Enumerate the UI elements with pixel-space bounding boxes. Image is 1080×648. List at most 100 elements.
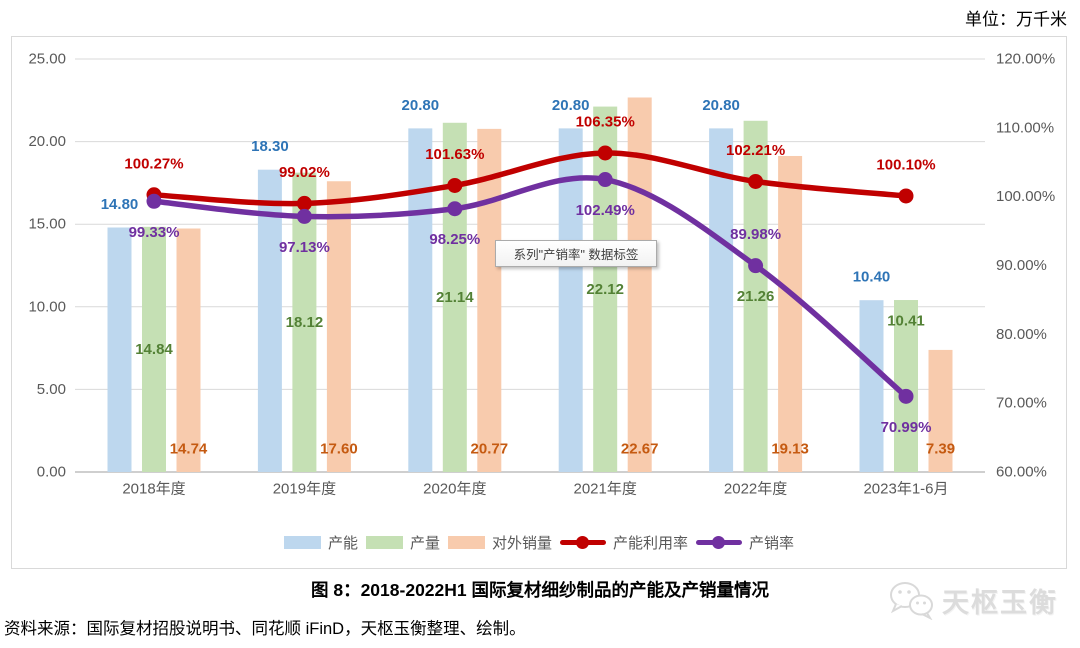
capacity-swatch-icon [283, 535, 321, 549]
x-axis-category: 2018年度 [122, 481, 185, 498]
data-label-产量[interactable]: 10.41 [887, 313, 925, 330]
data-label-对外销量[interactable]: 14.74 [170, 441, 208, 458]
line-point-产销率[interactable] [296, 208, 312, 224]
right-axis-tick: 90.00% [996, 257, 1047, 274]
data-label-产能利用率[interactable]: 100.27% [124, 155, 183, 172]
left-axis-tick: 5.00 [37, 381, 66, 398]
data-label-对外销量[interactable]: 20.77 [471, 441, 509, 458]
line-point-产能利用率[interactable] [296, 195, 312, 211]
data-label-对外销量[interactable]: 7.39 [926, 441, 955, 458]
data-label-产销率[interactable]: 97.13% [279, 239, 330, 256]
bar-产能[interactable] [558, 128, 583, 472]
data-label-产能[interactable]: 20.80 [552, 97, 590, 114]
data-label-产量[interactable]: 22.12 [586, 281, 624, 298]
data-label-产能利用率[interactable]: 106.35% [576, 113, 635, 130]
left-axis-tick: 25.00 [28, 51, 66, 68]
data-label-产量[interactable]: 14.84 [135, 341, 173, 358]
line-point-产能利用率[interactable] [447, 177, 463, 193]
watermark: 天枢玉衡 [886, 580, 1058, 620]
x-axis-category: 2020年度 [423, 481, 486, 498]
line-point-产销率[interactable] [748, 258, 764, 274]
line-产能利用率[interactable] [151, 150, 909, 207]
line-point-产销率[interactable] [898, 388, 914, 404]
data-label-产销率[interactable]: 89.98% [730, 226, 781, 243]
legend-label: 产能 [327, 534, 358, 552]
bar-产能[interactable] [408, 128, 433, 472]
data-label-对外销量[interactable]: 22.67 [621, 441, 659, 458]
right-axis-tick: 70.00% [996, 395, 1047, 412]
data-label-产量[interactable]: 21.26 [737, 288, 775, 305]
right-axis-tick: 110.00% [996, 119, 1054, 136]
figure-caption: 图 8：2018-2022H1 国际复材细纱制品的产能及产销量情况 [310, 580, 769, 600]
data-label-产销率[interactable]: 70.99% [881, 419, 932, 436]
data-label-产能[interactable]: 18.30 [251, 138, 289, 155]
left-axis-tick: 15.00 [28, 216, 66, 233]
legend-item-output[interactable]: 产量 [365, 532, 440, 553]
watermark-text: 天枢玉衡 [942, 587, 1058, 618]
data-label-产能利用率[interactable]: 102.21% [726, 142, 785, 159]
line-产销率[interactable] [151, 175, 909, 400]
series-data-label-tooltip: 系列"产销率" 数据标签 [495, 240, 657, 267]
right-axis-tick: 120.00% [996, 51, 1055, 68]
legend-item-utilization-rate[interactable]: 产能利用率 [560, 532, 688, 553]
bar-产能[interactable] [859, 300, 884, 472]
data-label-产量[interactable]: 18.12 [286, 314, 324, 331]
bar-对外销量[interactable] [176, 228, 201, 472]
data-label-产能利用率[interactable]: 101.63% [425, 146, 484, 163]
bar-产能[interactable] [107, 227, 132, 472]
bar-对外销量[interactable] [627, 97, 652, 472]
legend-item-capacity[interactable]: 产能 [283, 532, 358, 553]
bar-对外销量[interactable] [326, 181, 351, 473]
data-label-产量[interactable]: 21.14 [436, 289, 474, 306]
x-axis-category: 2021年度 [574, 481, 637, 498]
data-label-产销率[interactable]: 102.49% [576, 202, 635, 219]
sales-rate-line-swatch-icon [696, 535, 743, 549]
data-label-产能[interactable]: 10.40 [853, 269, 891, 286]
data-label-产销率[interactable]: 98.25% [429, 231, 480, 248]
legend-label: 产能利用率 [613, 534, 689, 552]
line-point-产销率[interactable] [146, 193, 162, 209]
source-note: 资料来源：国际复材招股说明书、同花顺 iFinD，天枢玉衡整理、绘制。 [4, 620, 526, 638]
legend-item-external-sales[interactable]: 对外销量 [447, 532, 552, 553]
data-label-产销率[interactable]: 99.33% [129, 224, 180, 241]
right-axis-tick: 60.00% [996, 464, 1047, 481]
chart-canvas[interactable]: 0.00 5.00 10.00 15.00 20.00 25.00 60.00% 70.00%… [0, 0, 1080, 575]
line-point-产能利用率[interactable] [898, 188, 914, 204]
x-axis-category: 2019年度 [273, 481, 336, 498]
bar-对外销量[interactable] [778, 155, 803, 472]
line-point-产能利用率[interactable] [748, 173, 764, 189]
legend-label: 产销率 [749, 534, 795, 552]
bar-产量[interactable] [142, 226, 166, 472]
x-axis-category: 2023年1-6月 [863, 481, 948, 498]
x-axis-category: 2022年度 [724, 481, 787, 498]
external-sales-swatch-icon [447, 535, 485, 549]
bar-产能[interactable] [257, 169, 282, 472]
chart-legend: 产能 产量 对外销量 产能利用率 产销率 [11, 530, 1067, 554]
wechat-chat-bubbles-icon [890, 582, 933, 620]
left-axis-tick: 20.00 [28, 133, 66, 150]
right-axis-tick: 80.00% [996, 326, 1047, 343]
data-label-对外销量[interactable]: 17.60 [320, 441, 358, 458]
legend-item-sales-rate[interactable]: 产销率 [696, 532, 794, 553]
line-point-产销率[interactable] [447, 201, 463, 217]
output-swatch-icon [365, 535, 403, 549]
bar-对外销量[interactable] [928, 349, 953, 472]
line-point-产销率[interactable] [597, 172, 613, 188]
data-label-产能[interactable]: 20.80 [402, 97, 440, 114]
right-axis-tick: 100.00% [996, 188, 1055, 205]
left-axis-tick: 0.00 [37, 464, 66, 481]
utilization-line-swatch-icon [560, 535, 606, 549]
legend-label: 对外销量 [491, 534, 552, 552]
data-label-产能[interactable]: 20.80 [702, 97, 740, 114]
data-label-产能利用率[interactable]: 99.02% [279, 164, 330, 181]
line-point-产能利用率[interactable] [597, 145, 613, 161]
legend-label: 产量 [409, 534, 440, 552]
data-label-对外销量[interactable]: 19.13 [771, 441, 809, 458]
bar-产量[interactable] [593, 106, 618, 472]
left-axis-tick: 10.00 [28, 298, 66, 315]
unit-label: 单位：万千米 [965, 10, 1067, 29]
data-label-产能利用率[interactable]: 100.10% [876, 156, 935, 173]
bar-产能[interactable] [709, 128, 734, 472]
bar-对外销量[interactable] [477, 128, 502, 473]
data-label-产能[interactable]: 14.80 [101, 196, 139, 213]
